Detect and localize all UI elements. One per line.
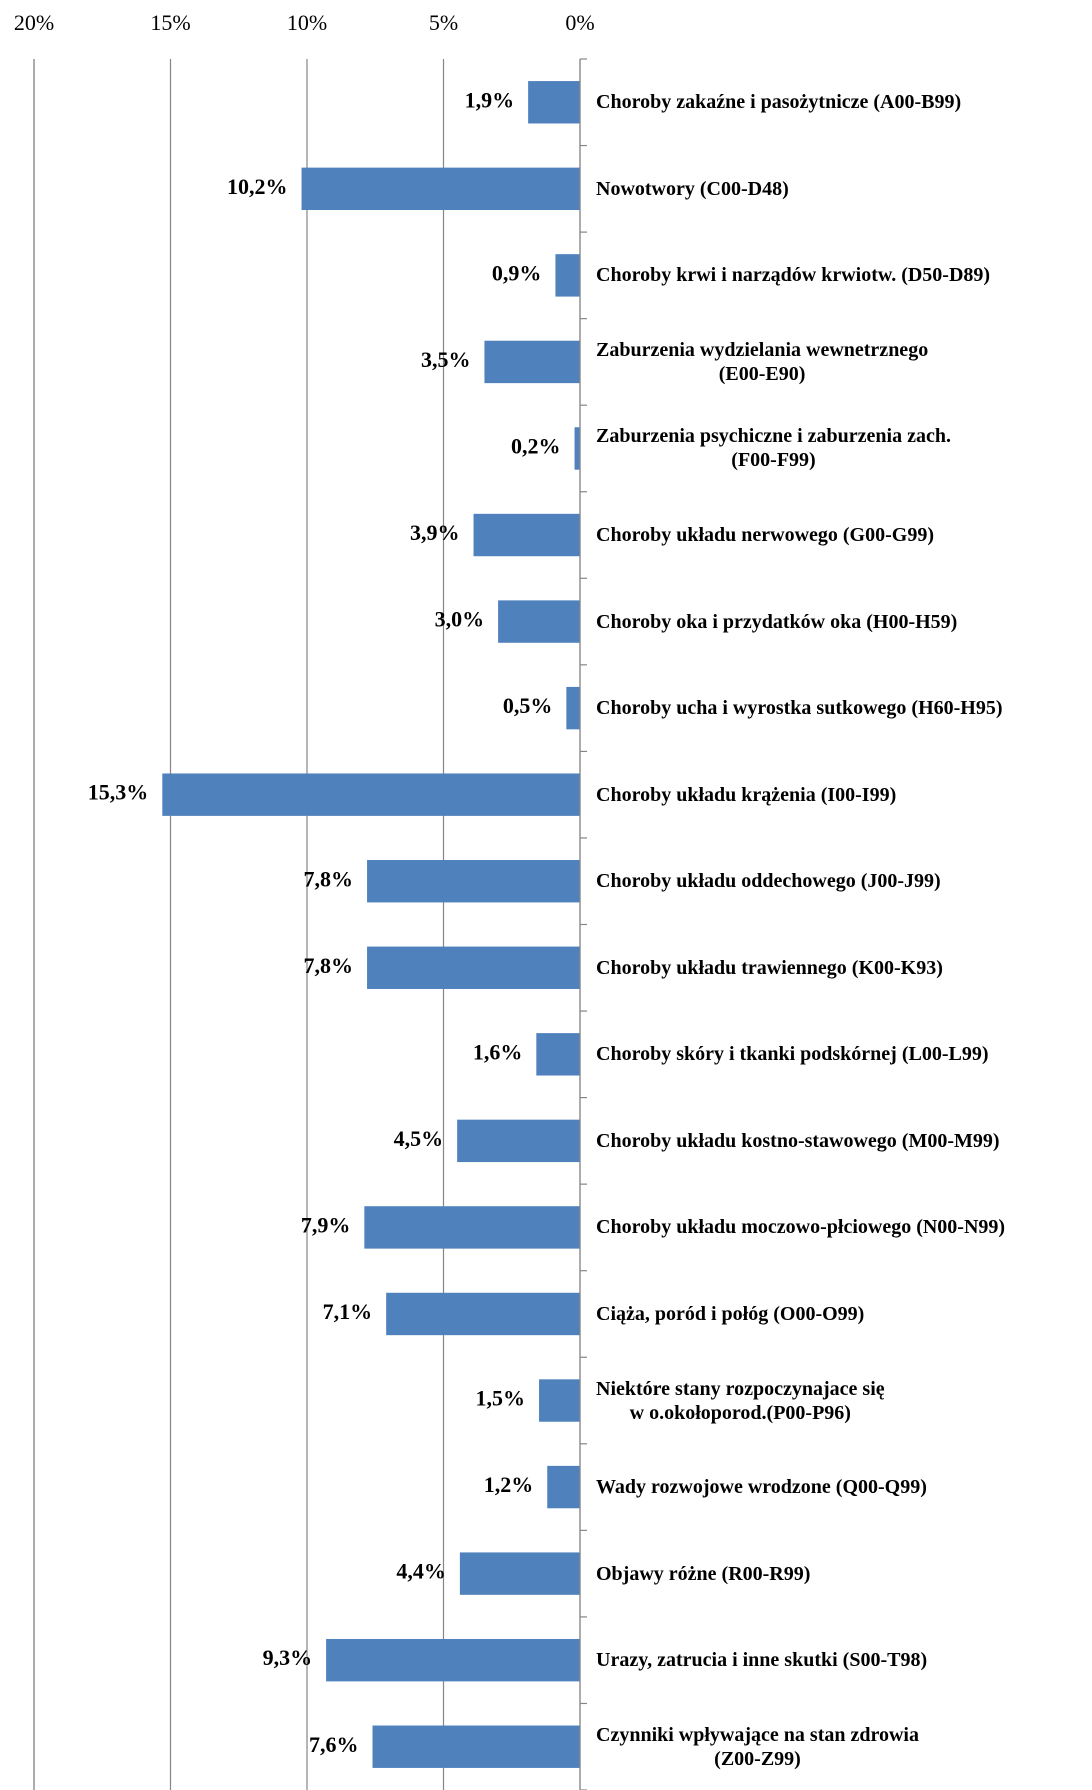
bar: [484, 340, 580, 384]
value-label: 1,9%: [465, 87, 515, 112]
bar: [326, 1638, 580, 1682]
category-label: Objawy różne (R00-R99): [596, 1562, 811, 1585]
category-label: Choroby oka i przydatków oka (H00-H59): [596, 610, 958, 633]
x-tick-label: 20%: [14, 10, 54, 35]
category-label: Choroby skóry i tkanki podskórnej (L00-L…: [596, 1043, 989, 1066]
bar: [574, 427, 580, 470]
bar: [536, 1033, 580, 1076]
bar: [528, 81, 580, 124]
value-label: 7,1%: [323, 1299, 373, 1324]
category-label: Czynniki wpływające na stan zdrowia (Z00…: [596, 1723, 919, 1770]
bar: [367, 860, 580, 903]
value-label: 7,6%: [309, 1732, 359, 1757]
value-label: 7,9%: [301, 1212, 351, 1237]
category-label: Choroby układu trawiennego (K00-K93): [596, 956, 943, 979]
bar: [555, 254, 580, 297]
category-label: Wady rozwojowe wrodzone (Q00-Q99): [596, 1476, 927, 1499]
category-label: Choroby krwi i narządów krwiotw. (D50-D8…: [596, 264, 991, 287]
value-label: 3,5%: [421, 347, 471, 372]
bar: [162, 773, 580, 816]
value-label: 9,3%: [263, 1645, 313, 1670]
value-label: 1,5%: [476, 1386, 526, 1411]
bar: [566, 686, 580, 730]
category-label: Niektóre stany rozpoczynajace się w o.ok…: [596, 1377, 885, 1424]
bar: [459, 1552, 580, 1595]
value-label: 10,2%: [227, 174, 288, 199]
category-label: Choroby ucha i wyrostka sutkowego (H60-H…: [596, 697, 1003, 720]
value-label: 4,5%: [394, 1126, 444, 1151]
category-label: Choroby układu moczowo-płciowego (N00-N9…: [596, 1216, 1006, 1239]
category-label: Nowotwory (C00-D48): [596, 177, 789, 200]
value-label: 1,2%: [484, 1472, 534, 1497]
x-tick-label: 10%: [287, 10, 327, 35]
bar: [386, 1292, 580, 1336]
bar: [367, 946, 580, 989]
bar: [498, 600, 580, 643]
x-tick-label: 0%: [565, 10, 594, 35]
category-label: Choroby układu kostno-stawowego (M00-M99…: [596, 1129, 1000, 1152]
bar: [372, 1725, 580, 1768]
value-label: 3,9%: [410, 520, 460, 545]
value-label: 0,2%: [511, 434, 561, 459]
category-label: Zaburzenia psychiczne i zaburzenia zach.…: [596, 425, 951, 472]
category-label: Choroby zakaźne i pasożytnicze (A00-B99): [596, 91, 962, 114]
value-label: 0,9%: [492, 260, 542, 285]
bar: [547, 1465, 580, 1509]
bar: [457, 1119, 580, 1163]
category-label: Choroby układu nerwowego (G00-G99): [596, 524, 934, 547]
value-label: 4,4%: [396, 1559, 446, 1584]
value-label: 3,0%: [435, 607, 485, 632]
bar: [301, 167, 580, 211]
bar: [473, 513, 580, 557]
value-label: 7,8%: [304, 953, 354, 978]
category-label: Ciąża, poród i połóg (O00-O99): [596, 1302, 865, 1325]
category-label: Choroby układu oddechowego (J00-J99): [596, 870, 941, 893]
x-tick-label: 15%: [150, 10, 190, 35]
x-tick-label: 5%: [429, 10, 458, 35]
category-label: Zaburzenia wydzielania wewnetrznego (E00…: [596, 338, 929, 385]
value-label: 0,5%: [503, 693, 553, 718]
category-label: Urazy, zatrucia i inne skutki (S00-T98): [596, 1649, 928, 1672]
value-label: 7,8%: [304, 866, 354, 891]
bar: [539, 1379, 580, 1422]
bar: [364, 1206, 580, 1249]
category-label: Choroby układu krążenia (I00-I99): [596, 783, 897, 806]
value-label: 1,6%: [473, 1039, 523, 1064]
value-label: 15,3%: [88, 780, 149, 805]
